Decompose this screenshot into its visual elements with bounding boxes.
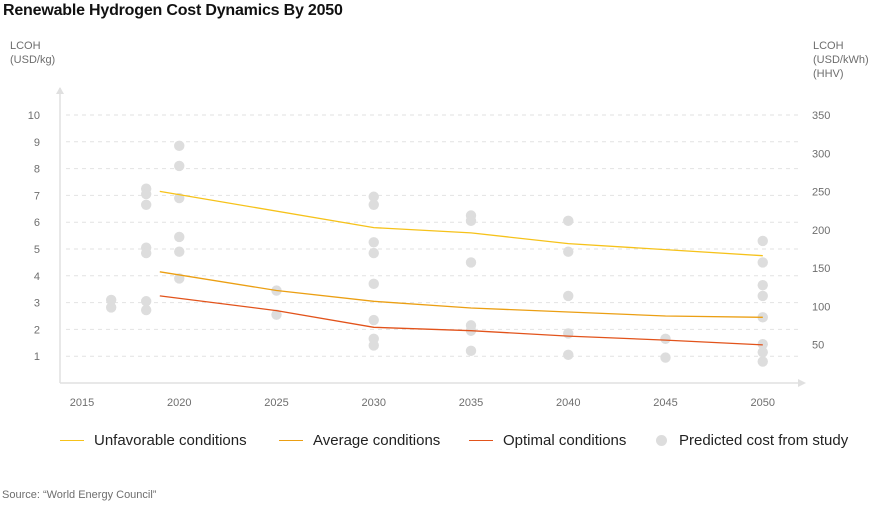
x-tick-label: 2045 <box>653 397 677 409</box>
y-left-tick-label: 8 <box>34 164 40 176</box>
scatter-point <box>465 345 477 357</box>
y-left-tick-label: 9 <box>34 137 40 149</box>
y-left-tick-label: 5 <box>34 244 40 256</box>
scatter-point <box>105 302 117 313</box>
y-right-tick-label: 100 <box>812 301 830 313</box>
y-axis-right-label-line: (HHV) <box>813 68 844 80</box>
scatter-point <box>563 349 574 361</box>
scatter-point <box>140 304 152 316</box>
legend-dot-swatch <box>656 435 667 446</box>
y-right-tick-label: 200 <box>812 225 830 237</box>
scatter-point <box>757 290 768 302</box>
y-right-tick-label: 350 <box>812 110 830 122</box>
y-left-tick-label: 2 <box>34 324 40 336</box>
y-axis-right-label-line: LCOH <box>813 40 844 52</box>
scatter-point <box>563 246 574 257</box>
scatter-point <box>660 352 671 363</box>
y-axis-right-label: LCOH (USD/kWh) (HHV) <box>813 39 869 81</box>
legend-line-swatch <box>60 440 84 441</box>
x-tick-label: 2035 <box>459 397 483 409</box>
scatter-point <box>757 346 768 358</box>
y-left-tick-label: 1 <box>34 351 40 363</box>
scatter-point <box>174 231 185 243</box>
x-tick-label: 2015 <box>70 397 94 409</box>
scatter-point <box>271 309 282 320</box>
x-tick-label: 2030 <box>362 397 386 409</box>
scatter-point <box>140 199 152 210</box>
scatter-point <box>174 246 185 257</box>
scatter-point <box>368 314 379 326</box>
x-tick-label: 2050 <box>751 397 775 409</box>
y-right-tick-label: 250 <box>812 187 830 199</box>
scatter-point <box>368 191 379 202</box>
source-note: Source: “World Energy Council” <box>2 489 157 501</box>
series-line <box>159 190 763 257</box>
legend-label: Predicted cost from study <box>679 432 849 449</box>
scatter-point <box>368 247 379 259</box>
legend-item-unfavorable[interactable]: Unfavorable conditions <box>60 432 247 449</box>
y-left-tick-label: 10 <box>28 110 40 122</box>
scatter-point <box>757 338 768 350</box>
scatter-point <box>368 340 379 351</box>
series-line <box>159 295 763 346</box>
scatter-point <box>757 257 768 268</box>
y-left-tick-label: 3 <box>34 298 40 310</box>
y-right-tick-label: 300 <box>812 148 830 160</box>
scatter-point <box>105 294 117 306</box>
x-axis-arrow <box>798 379 806 387</box>
legend-line-swatch <box>279 440 303 441</box>
y-left-tick-label: 4 <box>34 271 40 283</box>
scatter-point <box>140 188 152 200</box>
scatter-point <box>368 199 379 210</box>
x-tick-label: 2020 <box>167 397 191 409</box>
line-chart: 1 2 3 4 5 6 7 8 9 10 50 100 150 200 250 300 350 2015 2020 2… <box>28 87 830 409</box>
legend-line-swatch <box>469 440 493 441</box>
legend-label: Optimal conditions <box>503 432 627 449</box>
scatter-point <box>465 257 477 268</box>
y-axis-left-label-line: LCOH <box>10 40 41 52</box>
y-left-tick-label: 6 <box>34 217 40 229</box>
y-right-tick-label: 50 <box>812 340 824 352</box>
legend-label: Average conditions <box>313 432 441 449</box>
y-axis-arrow <box>56 87 64 94</box>
scatter-point <box>563 290 574 302</box>
scatter-point <box>368 237 379 248</box>
x-tick-label: 2025 <box>264 397 288 409</box>
y-axis-right-label-line: (USD/kWh) <box>813 54 869 66</box>
x-tick-label: 2040 <box>556 397 580 409</box>
y-axis-left-label: LCOH (USD/kg) <box>10 39 55 67</box>
scatter-point <box>757 235 768 247</box>
scatter-point <box>368 278 379 290</box>
legend-item-predicted[interactable]: Predicted cost from study <box>652 432 848 449</box>
y-axis-left-label-line: (USD/kg) <box>10 54 56 66</box>
scatter-point <box>140 296 152 307</box>
scatter-point <box>174 140 185 152</box>
chart-title: Renewable Hydrogen Cost Dynamics By 2050 <box>3 2 343 19</box>
legend-label: Unfavorable conditions <box>94 432 247 449</box>
y-right-tick-label: 150 <box>812 263 830 275</box>
scatter-point <box>757 356 768 367</box>
y-left-tick-label: 7 <box>34 190 40 202</box>
legend-item-average[interactable]: Average conditions <box>279 432 440 449</box>
scatter-point <box>140 247 152 259</box>
chart-legend: Unfavorable conditions Average condition… <box>0 432 885 458</box>
scatter-point <box>563 328 574 339</box>
scatter-point <box>465 215 477 227</box>
scatter-point <box>660 333 671 344</box>
legend-item-optimal[interactable]: Optimal conditions <box>469 432 626 449</box>
series-line <box>159 271 763 318</box>
scatter-point <box>174 160 185 172</box>
scatter-point <box>563 215 574 227</box>
scatter-point <box>757 279 768 291</box>
